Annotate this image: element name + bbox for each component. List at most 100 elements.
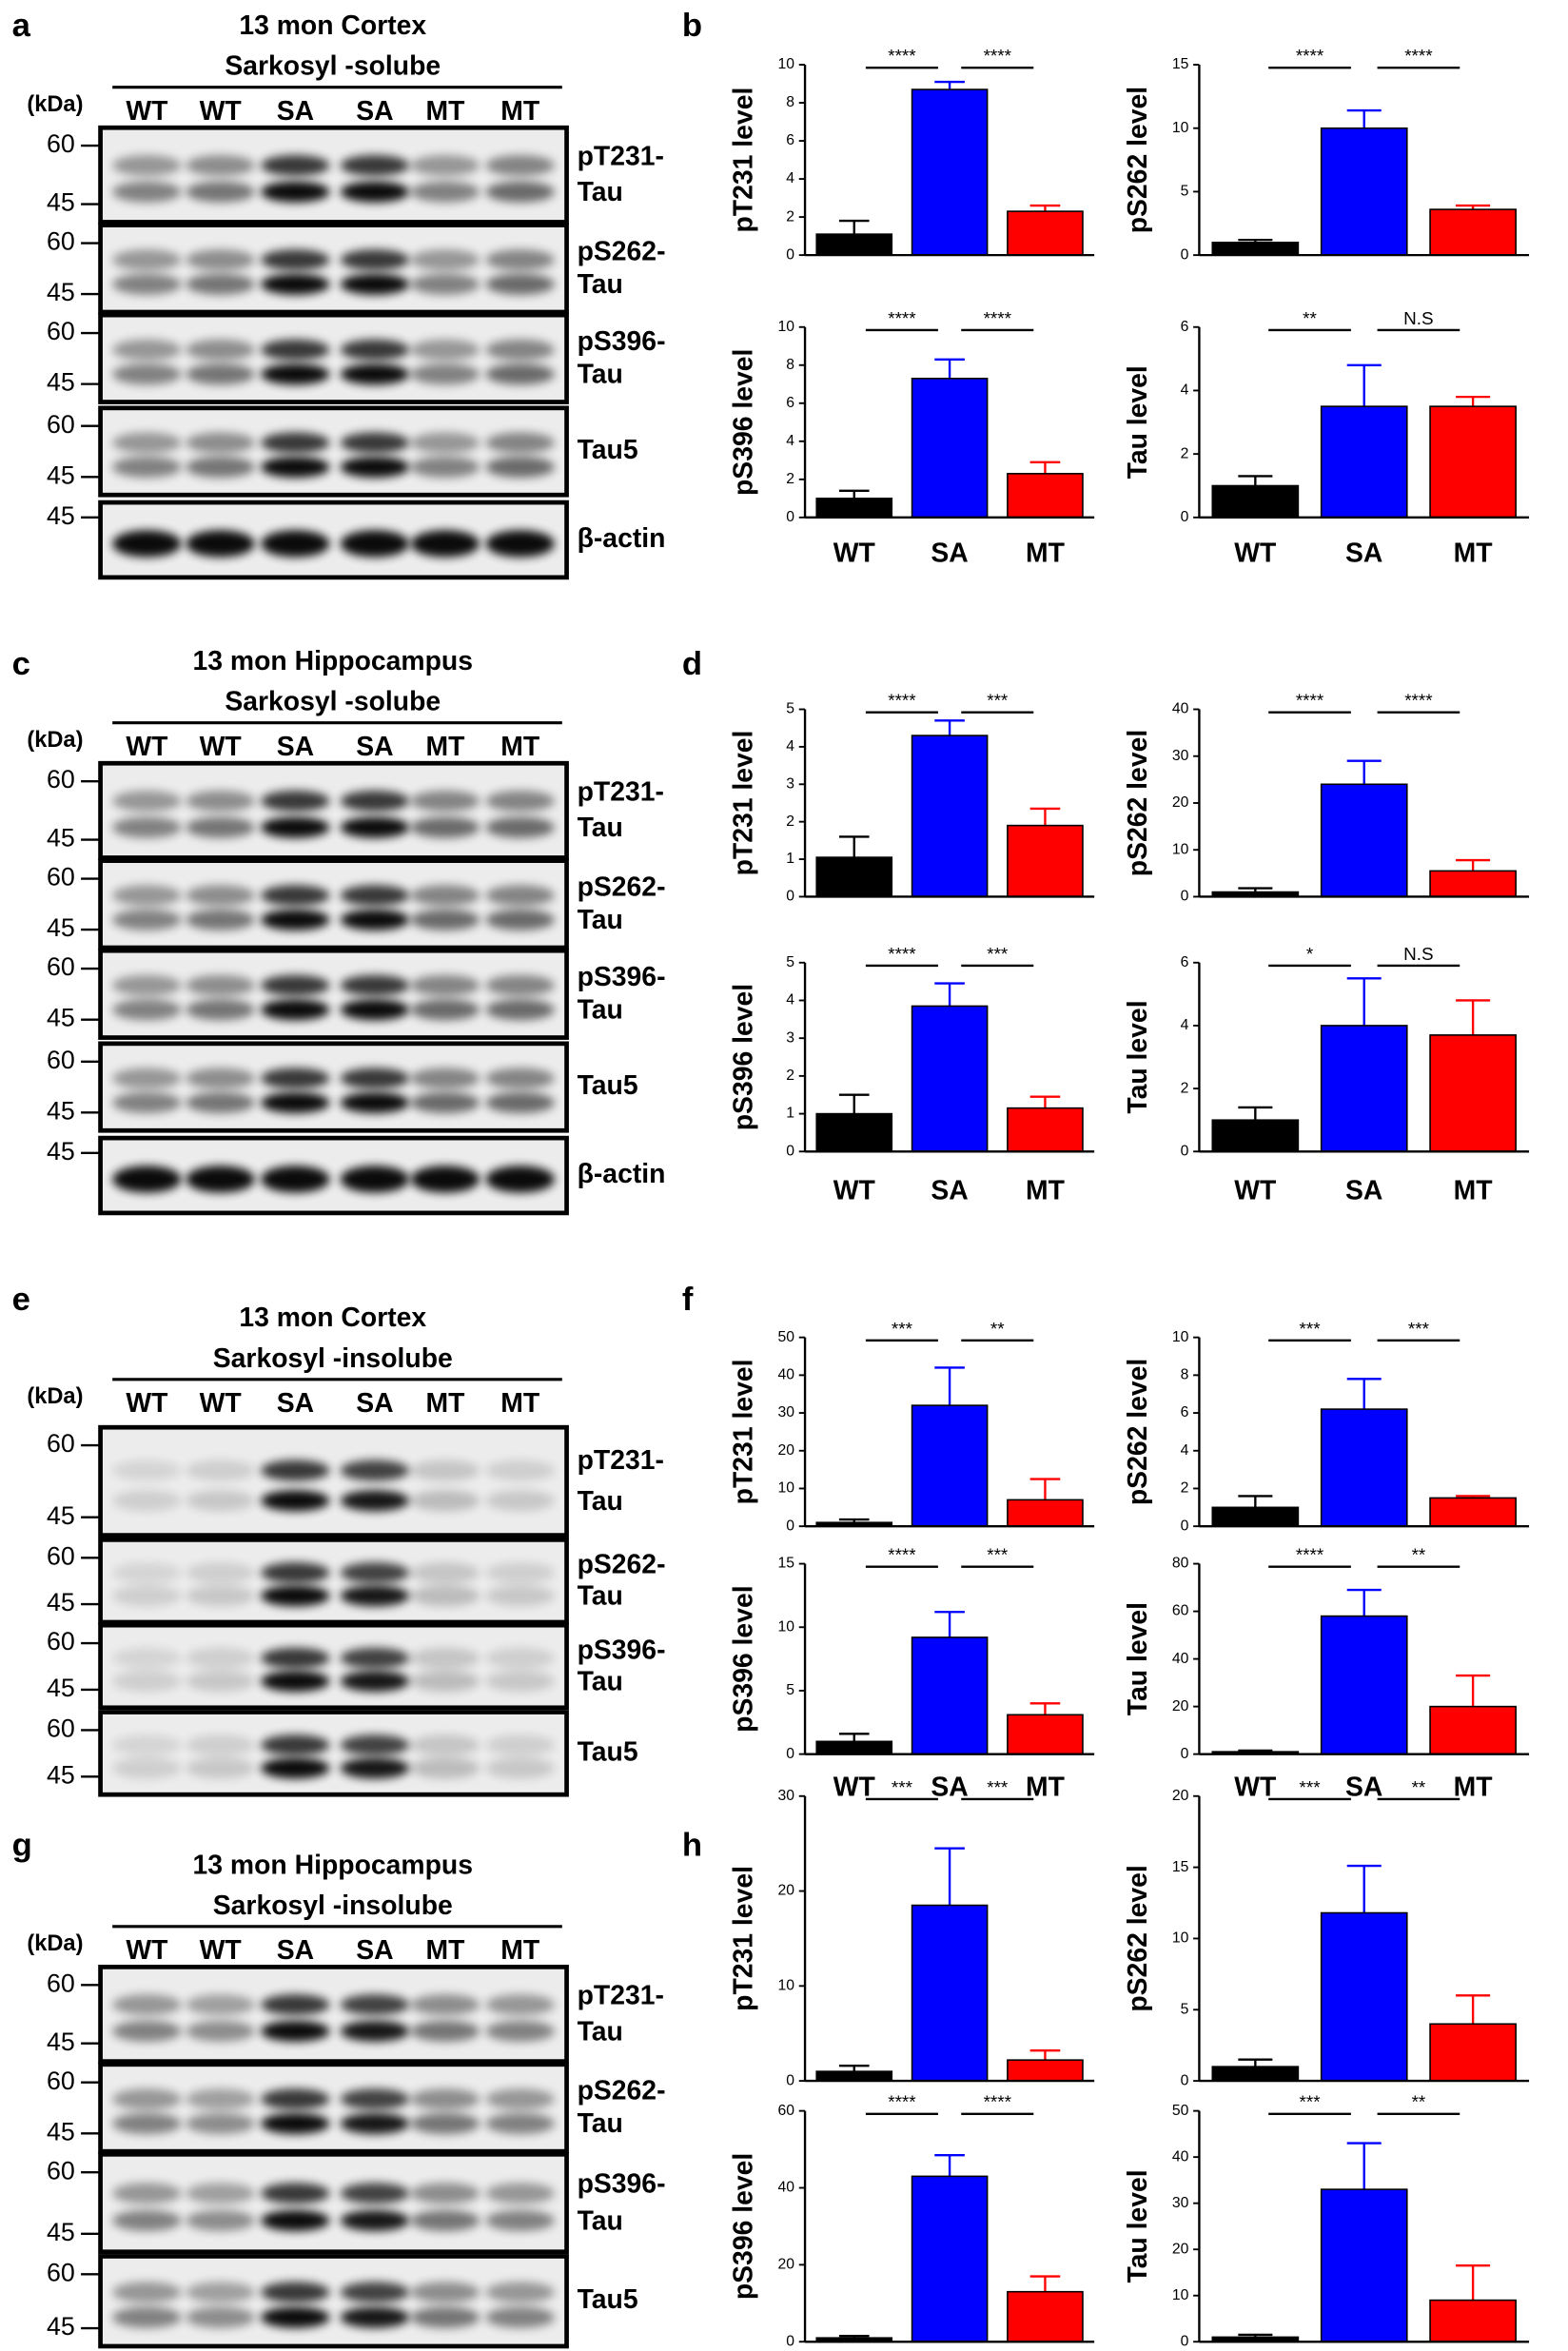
y-tick-label: 0 xyxy=(786,2072,794,2088)
y-tick-label: 8 xyxy=(786,94,794,110)
significance-label: *** xyxy=(987,945,1009,965)
y-tick-label: 4 xyxy=(786,170,794,186)
band xyxy=(485,181,555,203)
y-tick-label: 20 xyxy=(777,2257,794,2273)
band xyxy=(261,1490,330,1512)
significance-label: **** xyxy=(984,2093,1012,2113)
band xyxy=(186,1091,255,1114)
y-tick-label: 2 xyxy=(1181,1080,1189,1096)
row-label: Tau xyxy=(578,177,623,207)
band xyxy=(112,2112,182,2134)
mw-marker: 45 xyxy=(47,460,75,489)
band xyxy=(410,1671,480,1693)
bar xyxy=(1320,127,1408,256)
bar xyxy=(911,735,989,898)
band xyxy=(112,1068,182,1089)
mw-marker: 60 xyxy=(47,2258,75,2286)
y-axis-label: pS262 level xyxy=(1123,87,1153,233)
band xyxy=(485,816,555,838)
y-tick-label: 10 xyxy=(777,56,794,72)
lane-label: SA xyxy=(356,96,393,127)
band xyxy=(186,909,255,931)
y-tick-label: 4 xyxy=(786,992,794,1009)
mw-marker: 45 xyxy=(47,1674,75,1702)
bar xyxy=(911,377,989,519)
band xyxy=(410,1460,480,1481)
y-tick-label: 40 xyxy=(777,1367,794,1383)
y-tick-label: 4 xyxy=(1181,1017,1189,1033)
y-tick-label: 1 xyxy=(786,1106,794,1122)
row-label: Tau5 xyxy=(578,2284,638,2315)
significance-label: **** xyxy=(984,309,1012,329)
y-tick-label: 10 xyxy=(777,1618,794,1635)
y-tick-label: 50 xyxy=(777,1329,794,1345)
band xyxy=(186,790,255,812)
significance-label: **** xyxy=(888,2093,916,2113)
y-tick-label: 10 xyxy=(1172,2287,1189,2303)
band xyxy=(410,885,480,907)
band xyxy=(261,790,330,812)
band xyxy=(340,790,410,812)
y-axis-label: Tau level xyxy=(1123,2169,1153,2282)
y-tick-label: 0 xyxy=(786,1143,794,1159)
mw-marker: 45 xyxy=(47,2312,75,2341)
band xyxy=(112,1166,182,1193)
band xyxy=(485,2088,555,2110)
bar xyxy=(1320,405,1408,519)
band xyxy=(410,1647,480,1669)
lane-label: WT xyxy=(126,1935,168,1966)
y-tick-label: 80 xyxy=(1172,1556,1189,1572)
band xyxy=(340,2183,410,2204)
y-tick-label: 0 xyxy=(786,246,794,263)
band xyxy=(410,1994,480,2016)
kda-label: (kDa) xyxy=(27,728,83,753)
bar xyxy=(1429,2023,1517,2082)
significance-label: **** xyxy=(888,945,916,965)
y-tick-label: 0 xyxy=(1181,2072,1189,2088)
band xyxy=(485,1734,555,1756)
x-tick-label: SA xyxy=(1345,539,1382,569)
blot-box xyxy=(98,125,569,225)
band xyxy=(261,1734,330,1756)
y-axis-label: pS262 level xyxy=(1123,1359,1153,1505)
band xyxy=(340,1994,410,2016)
band xyxy=(340,2020,410,2042)
row-label: Tau xyxy=(578,269,623,300)
band xyxy=(261,181,330,203)
x-tick-label: MT xyxy=(1026,539,1066,569)
band xyxy=(186,530,255,558)
mw-marker: 60 xyxy=(47,765,75,793)
row-label: pS262- xyxy=(578,2076,666,2106)
band xyxy=(261,339,330,361)
y-tick-label: 60 xyxy=(777,2103,794,2119)
band xyxy=(112,181,182,203)
lane-label: SA xyxy=(356,1388,393,1419)
y-tick-label: 10 xyxy=(1172,120,1189,136)
panel-letter: a xyxy=(12,8,31,44)
y-tick-label: 15 xyxy=(1172,56,1189,72)
band xyxy=(186,816,255,838)
band xyxy=(261,1460,330,1481)
mw-marker: 60 xyxy=(47,1541,75,1570)
band xyxy=(261,1671,330,1693)
band xyxy=(340,154,410,176)
significance-label: *** xyxy=(987,1546,1009,1566)
bar xyxy=(815,2070,893,2082)
y-tick-label: 0 xyxy=(786,509,794,525)
band xyxy=(485,1091,555,1114)
mw-marker: 60 xyxy=(47,410,75,439)
y-tick-label: 10 xyxy=(777,1480,794,1497)
band xyxy=(112,249,182,271)
y-tick-label: 3 xyxy=(786,1029,794,1046)
y-tick-label: 2 xyxy=(1181,445,1189,461)
band xyxy=(340,909,410,931)
band xyxy=(340,2112,410,2134)
band xyxy=(485,273,555,295)
band xyxy=(410,999,480,1021)
blot-title: 13 mon Cortex xyxy=(239,10,426,41)
x-tick-label: WT xyxy=(1234,1175,1277,1205)
band xyxy=(112,1460,182,1481)
band xyxy=(410,181,480,203)
band xyxy=(186,1734,255,1756)
